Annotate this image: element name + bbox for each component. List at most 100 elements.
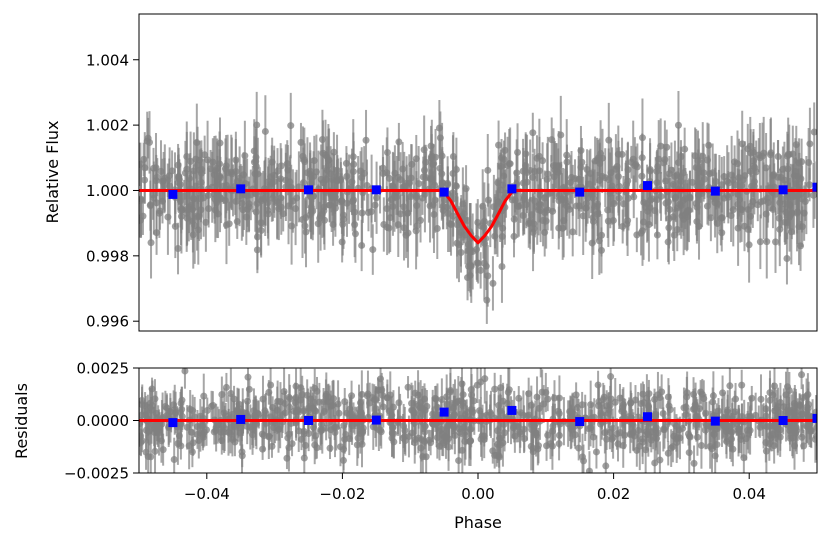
data-point [158,197,166,205]
data-point [729,445,737,453]
data-point [519,211,527,219]
data-point [594,381,602,389]
data-point [554,407,562,415]
residuals-panel: −0.0025 0.0000 0.0025 −0.04 −0.02 0.00 0.02 0.… [12,360,818,532]
data-point [511,432,519,440]
data-point [783,255,791,263]
data-point [139,438,145,446]
data-point [796,401,804,409]
data-point [550,162,558,170]
data-point [619,222,627,230]
binned-point [168,189,178,199]
data-point [603,402,611,410]
data-point [776,433,784,441]
data-point [421,395,429,403]
data-point [151,447,159,455]
data-point [487,410,495,418]
y-tick-label: −0.0025 [64,465,129,483]
data-point [735,425,743,433]
data-point [672,422,680,430]
flux-y-axis: 0.996 0.998 1.000 1.002 1.004 [86,51,139,331]
data-point [299,216,307,224]
data-point [462,428,470,436]
data-point [784,150,792,158]
data-point [477,222,485,230]
data-point [372,396,380,404]
data-point [695,222,703,230]
data-point [422,453,430,461]
data-point [520,435,528,443]
data-point [481,239,489,247]
data-point [292,205,300,213]
data-point [772,238,780,246]
data-point [523,412,531,420]
binned-point [643,181,652,191]
data-point [651,459,659,467]
data-point [299,152,307,160]
data-point [265,183,273,191]
data-point [477,378,485,386]
data-point [175,173,183,181]
data-point [267,413,275,421]
data-point [514,202,522,210]
data-point [259,445,267,453]
data-point [326,398,334,406]
data-point [489,279,497,287]
data-point [317,212,325,220]
data-point [769,205,777,213]
data-point [535,404,543,412]
data-point [157,167,165,175]
data-point [679,424,687,432]
data-point [782,209,790,217]
binned-point [643,412,652,422]
data-point [726,382,734,390]
data-point [305,404,313,412]
data-point [404,383,412,391]
data-point [665,215,673,223]
data-point [313,444,321,452]
data-point [417,444,425,452]
data-point [587,401,595,409]
data-point [508,196,516,204]
data-point [748,394,756,402]
data-point [614,150,622,158]
binned-point [439,407,449,417]
data-point [713,441,721,449]
data-point [457,248,465,256]
data-point [812,432,817,440]
data-point [544,170,552,178]
data-point [660,159,668,167]
data-point [224,169,232,177]
data-point [461,231,469,239]
binned-point [575,187,585,197]
data-point [309,423,317,431]
data-point [431,196,439,204]
data-point [170,456,178,464]
data-point [770,442,778,450]
data-point [257,197,265,205]
flux-panel: 0.996 0.998 1.000 1.002 1.004 Relative Flux [43,13,818,332]
data-point [619,442,627,450]
data-point [151,395,159,403]
data-point [792,141,800,149]
data-point [588,239,596,247]
data-point [749,198,757,206]
data-point [638,435,646,443]
data-point [293,194,301,202]
data-point [277,203,285,211]
data-point [746,413,754,421]
data-point [597,409,605,417]
data-point [286,395,294,403]
data-point [320,407,328,415]
binned-point [371,185,381,195]
data-point [363,181,371,189]
data-point [358,241,366,249]
data-point [340,422,348,430]
data-point [603,435,611,443]
data-point [527,442,535,450]
data-point [311,407,319,415]
data-point [325,156,333,164]
data-point [795,159,803,167]
x-tick-label: 0.00 [461,485,494,503]
